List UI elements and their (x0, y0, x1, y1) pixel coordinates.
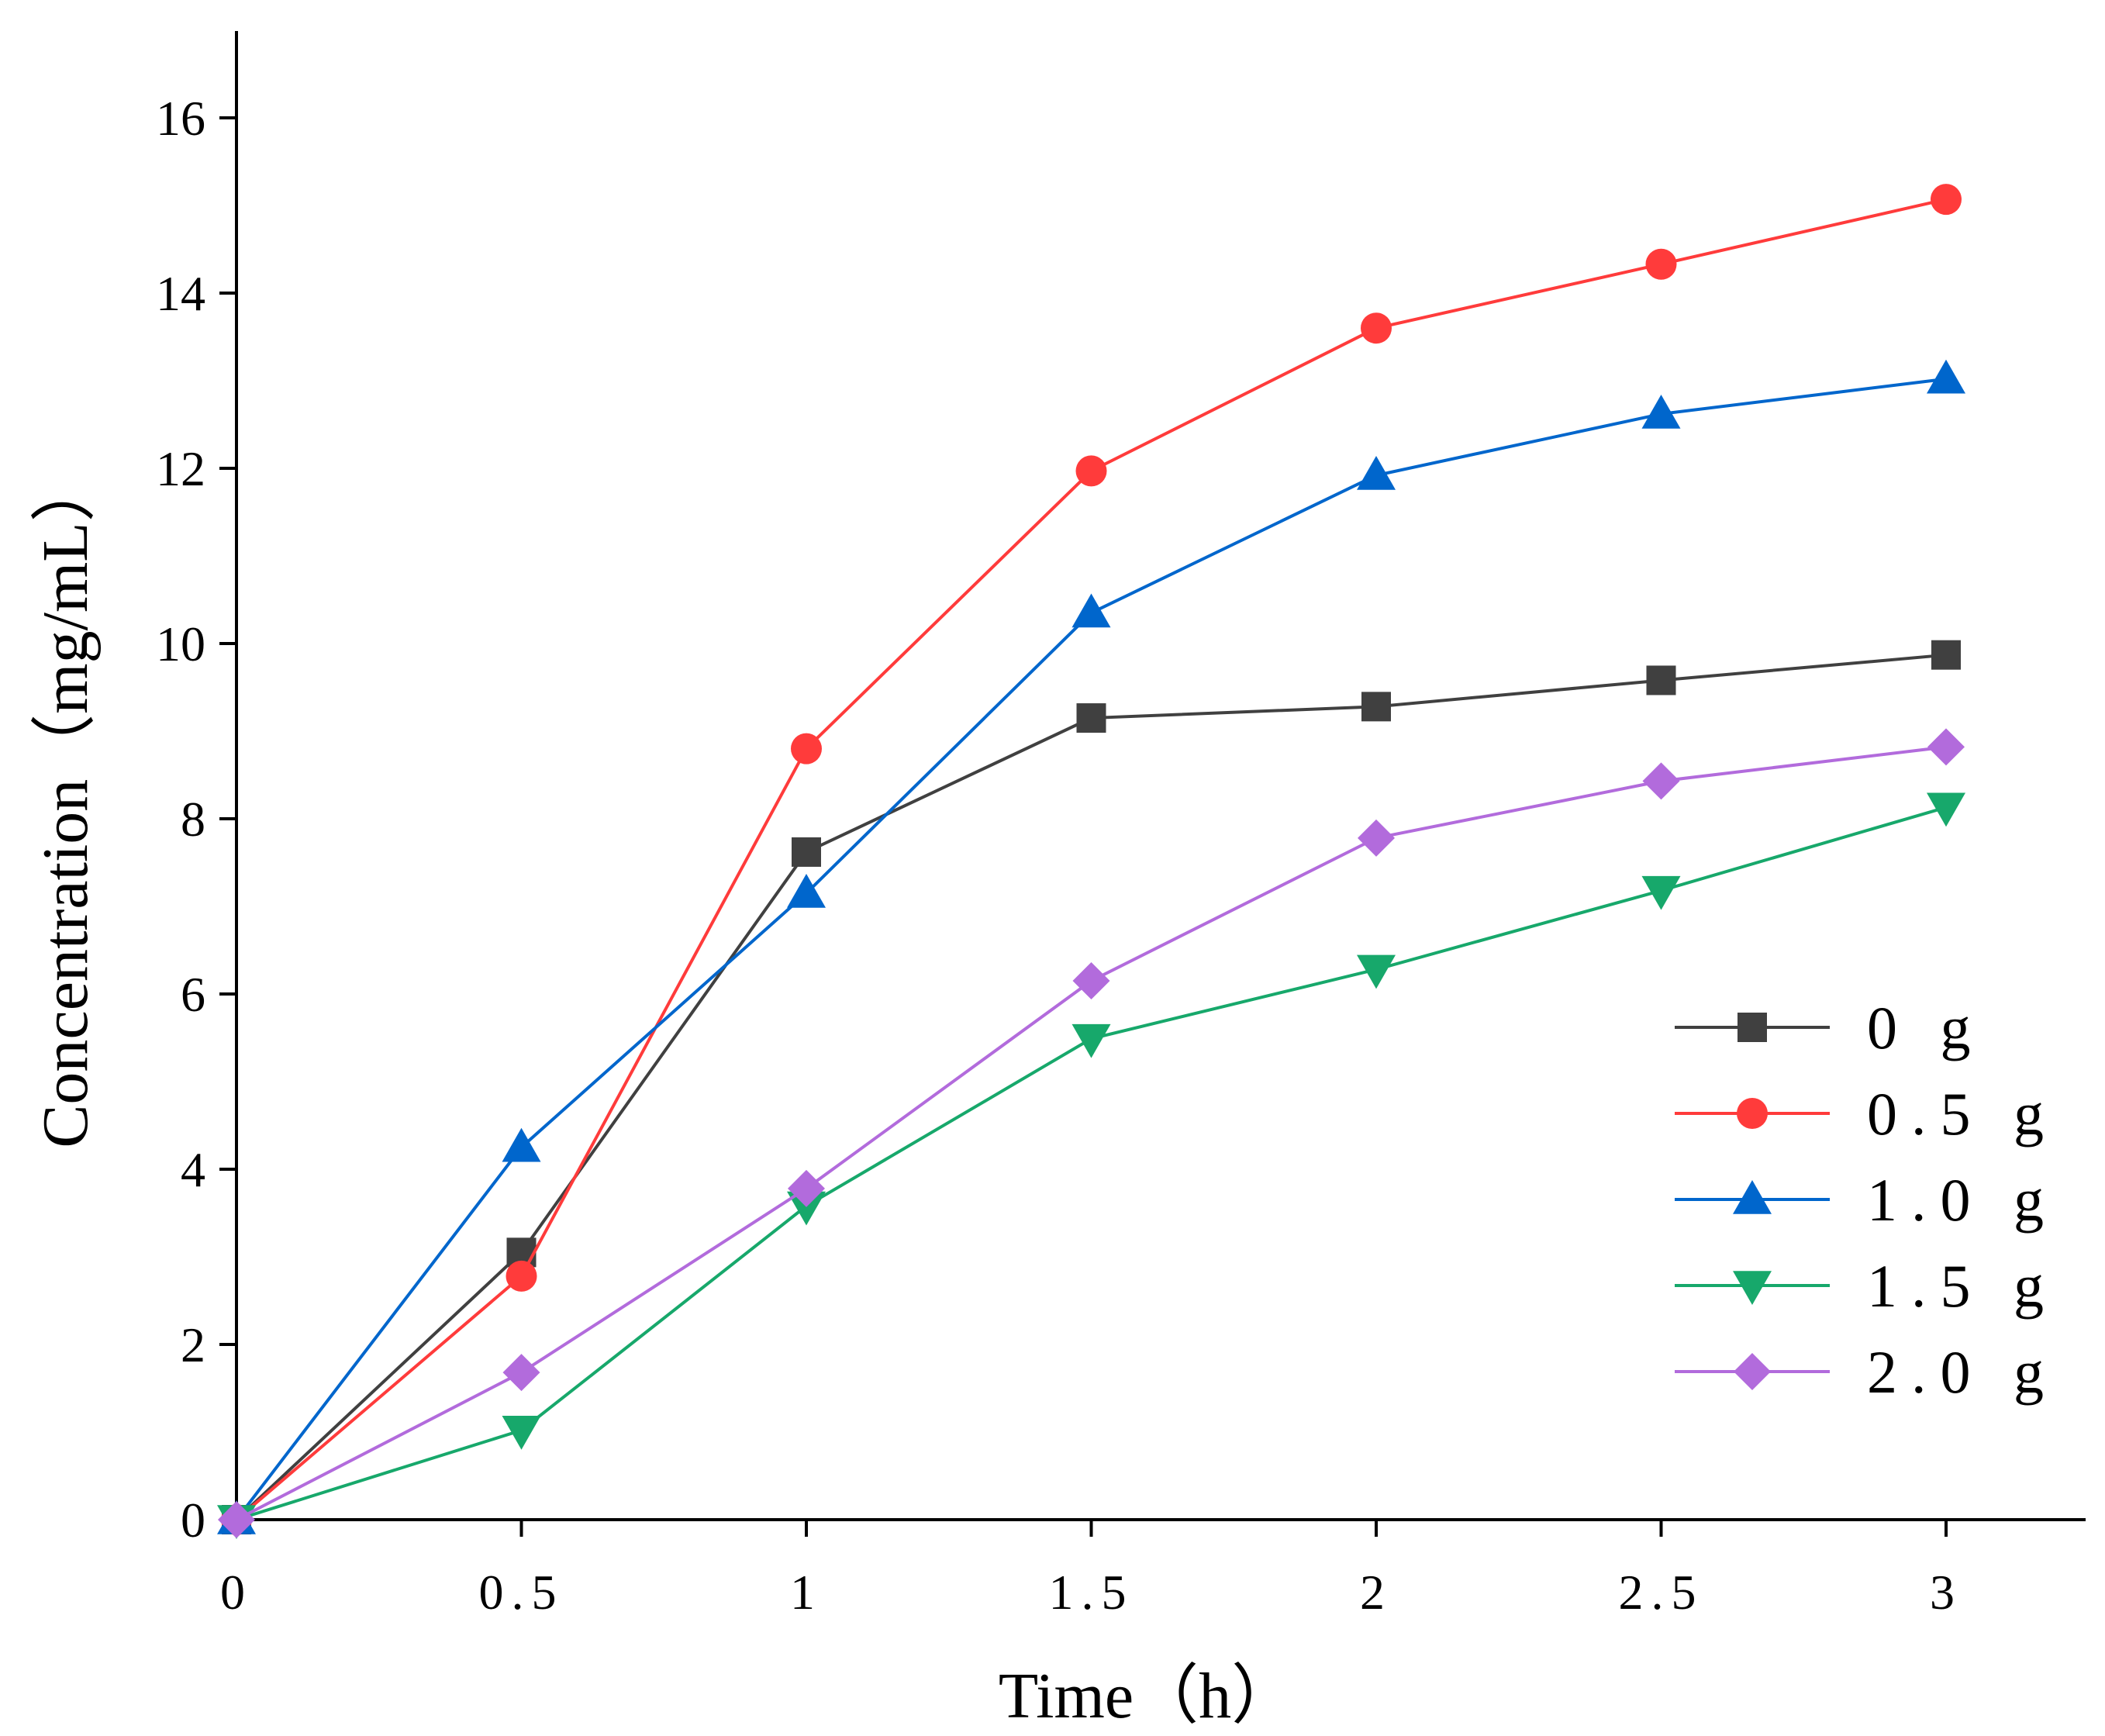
x-tick-label: 1 (790, 1565, 823, 1620)
data-point-0-5-g (1645, 248, 1677, 280)
series-1-5-g (217, 792, 1965, 1539)
data-point-1-5-g (1641, 875, 1681, 910)
data-point-1-5-g (1357, 954, 1396, 989)
data-point-2-0-g (1927, 728, 1965, 766)
y-tick-label: 6 (181, 967, 205, 1022)
data-point-2-0-g (788, 1169, 825, 1207)
data-point-1-0-g (502, 1127, 541, 1162)
data-point-1-5-g (1071, 1023, 1111, 1058)
data-point-1-0-g (1071, 593, 1111, 628)
x-tick-label: 2 (1360, 1565, 1392, 1620)
y-axis-title: Concentration（mg/mL） (29, 457, 102, 1148)
data-point-2-0-g (218, 1501, 255, 1538)
legend-marker (1737, 1098, 1768, 1129)
legend-marker (1734, 1353, 1771, 1390)
x-tick-label: 0.5 (479, 1565, 564, 1620)
legend-marker (1733, 1271, 1772, 1305)
legend-item-2-0-g: 2.0 g (1675, 1338, 2058, 1406)
x-tick-label: 2.5 (1619, 1565, 1704, 1620)
series-2-0-g (218, 728, 1965, 1538)
data-point-0-5-g (1361, 312, 1392, 344)
x-tick-label: 0 (220, 1565, 253, 1620)
data-point-1-5-g (502, 1415, 541, 1450)
x-tick-label: 3 (1930, 1565, 1962, 1620)
legend-label: 0 g (1867, 994, 1985, 1061)
x-axis-title: Time（h） (999, 1660, 1296, 1732)
data-point-1-0-g (1357, 456, 1396, 490)
series-layer (217, 184, 1965, 1539)
x-tick-label: 1.5 (1049, 1565, 1134, 1620)
data-point-2-0-g (1358, 819, 1395, 857)
legend-item-0-g: 0 g (1675, 994, 1985, 1061)
data-point-0-g (792, 837, 821, 867)
data-point-1-0-g (1641, 394, 1681, 429)
series-0-g (222, 640, 1961, 1534)
data-point-0-g (1076, 703, 1106, 733)
legend-item-1-5-g: 1.5 g (1675, 1252, 2058, 1320)
legend-item-1-0-g: 1.0 g (1675, 1166, 2058, 1234)
data-point-1-0-g (1927, 359, 1965, 394)
y-tick-label: 8 (181, 792, 205, 847)
legend-label: 0.5 g (1867, 1080, 2058, 1148)
data-point-0-5-g (791, 733, 822, 764)
y-tick-label: 4 (181, 1142, 205, 1197)
legend: 0 g 0.5 g 1.0 g 1.5 g 2.0 g (1675, 994, 2058, 1406)
y-tick-label: 0 (181, 1493, 205, 1548)
series-0-5-g (221, 184, 1962, 1535)
legend-label: 2.0 g (1867, 1338, 2058, 1406)
data-point-2-0-g (1642, 762, 1680, 800)
series-line-1-0-g (235, 377, 1947, 1521)
y-tick-label: 2 (181, 1317, 205, 1372)
data-point-0-5-g (1075, 455, 1107, 487)
series-line-1-5-g (236, 806, 1947, 1521)
data-point-0-g (1646, 665, 1676, 695)
legend-item-0-5-g: 0.5 g (1675, 1080, 2058, 1148)
data-point-1-5-g (1927, 792, 1965, 827)
data-point-1-0-g (787, 874, 826, 908)
y-tick-label: 16 (156, 91, 205, 146)
data-point-1-5-g (787, 1191, 826, 1226)
y-tick-label: 10 (156, 616, 205, 671)
series-line-0-5-g (235, 198, 1947, 1521)
data-point-2-0-g (502, 1354, 540, 1392)
legend-label: 1.0 g (1867, 1166, 2058, 1234)
data-point-0-g (1361, 692, 1391, 722)
y-tick-label: 12 (156, 441, 205, 496)
legend-marker (1737, 1013, 1767, 1042)
data-point-0-5-g (506, 1260, 537, 1292)
series-line-0-g (235, 653, 1947, 1521)
data-point-2-0-g (1072, 962, 1110, 1000)
legend-label: 1.5 g (1867, 1252, 2058, 1320)
series-line-2-0-g (236, 745, 1947, 1521)
series-1-0-g (217, 359, 1965, 1534)
legend-marker (1733, 1180, 1772, 1214)
y-tick-label: 14 (156, 266, 205, 321)
axes (235, 31, 2086, 1521)
ticks: 0 2 4 6 8 10 12 14 16 0 0.5 1 1.5 2 2.5 3 (156, 91, 1962, 1620)
data-point-0-g (1931, 640, 1961, 670)
data-point-0-5-g (1931, 184, 1962, 216)
